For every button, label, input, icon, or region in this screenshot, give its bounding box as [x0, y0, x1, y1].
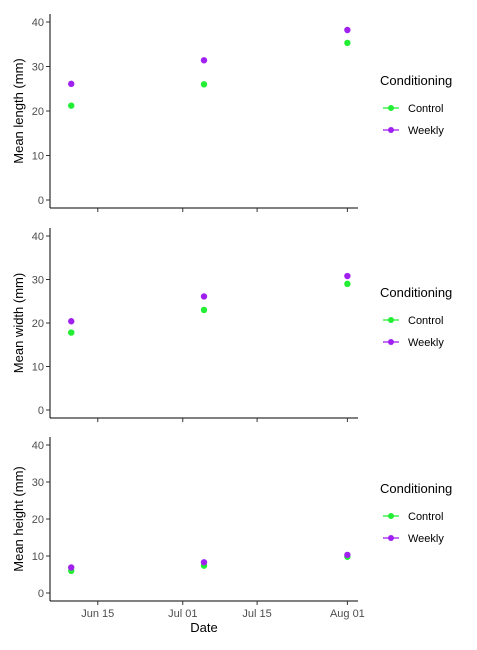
legend-label-control: Control — [408, 315, 443, 327]
chart-panel-3: 0 10 20 30 40 Jun 15 Jul 01 Jul 15 Aug 01 Mean he… — [11, 437, 452, 635]
y-tick-label: 10 — [32, 362, 44, 374]
y-tick-label: 20 — [32, 318, 44, 330]
data-point-weekly — [344, 551, 351, 559]
y-tick-label: 20 — [32, 106, 44, 118]
x-axis-title: Date — [190, 620, 217, 635]
legend-label-weekly: Weekly — [408, 337, 444, 349]
y-tick-label: 20 — [32, 514, 44, 526]
data-point-weekly — [344, 272, 351, 280]
y-axis-title: Mean width (mm) — [11, 273, 26, 373]
data-point-control — [68, 329, 75, 336]
x-tick-label: Jul 01 — [168, 608, 197, 620]
y-axis-title: Mean length (mm) — [11, 58, 26, 163]
y-tick-label: 30 — [32, 62, 44, 74]
data-point-weekly — [68, 80, 75, 88]
legend-label-weekly: Weekly — [408, 533, 444, 545]
data-point-weekly — [200, 559, 208, 566]
legend-key-point — [388, 535, 394, 541]
y-tick-label: 10 — [32, 151, 44, 163]
legend-key-point — [388, 513, 394, 519]
legend-key-point — [388, 105, 394, 111]
legend-title: Conditioning — [380, 73, 452, 88]
legend-label-control: Control — [408, 103, 443, 115]
legend-title: Conditioning — [380, 285, 452, 300]
legend-key-point — [388, 127, 394, 133]
data-point-control — [68, 102, 75, 109]
chart-panel-1: 0 10 20 30 40 Mean length (mm) Conditioning Con… — [11, 14, 452, 212]
y-tick-label: 10 — [32, 551, 44, 563]
y-tick-label: 30 — [32, 477, 44, 489]
data-point-control — [344, 39, 351, 47]
data-point-weekly — [68, 318, 75, 325]
y-tick-label: 0 — [38, 588, 44, 600]
legend-key-weekly — [383, 339, 399, 345]
data-point-control — [344, 280, 351, 288]
legend-key-point — [388, 317, 394, 323]
data-point-control — [200, 81, 208, 88]
data-point-weekly — [68, 564, 75, 571]
data-point-weekly — [344, 26, 351, 34]
data-point-weekly — [200, 293, 208, 300]
y-tick-label: 40 — [32, 17, 44, 29]
x-tick-label: Jun 15 — [81, 608, 114, 620]
legend-label-control: Control — [408, 511, 443, 523]
y-tick-label: 40 — [32, 231, 44, 243]
y-tick-label: 0 — [38, 195, 44, 207]
legend-label-weekly: Weekly — [408, 125, 444, 137]
y-tick-label: 0 — [38, 405, 44, 417]
legend-key-control — [383, 105, 399, 111]
x-tick-label: Jul 15 — [242, 608, 271, 620]
legend-title: Conditioning — [380, 481, 452, 496]
legend-key-control — [383, 513, 399, 519]
chart-panel-2: 0 10 20 30 40 Mean width (mm) Conditioning Cont… — [11, 228, 452, 422]
y-axis-title: Mean height (mm) — [11, 466, 26, 571]
x-tick-label: Aug 01 — [330, 608, 365, 620]
legend-key-point — [388, 339, 394, 345]
legend-key-control — [383, 317, 399, 323]
y-tick-label: 30 — [32, 275, 44, 287]
data-point-control — [200, 306, 208, 314]
legend-key-weekly — [383, 535, 399, 541]
data-point-weekly — [200, 57, 208, 64]
y-tick-label: 40 — [32, 440, 44, 452]
legend-key-weekly — [383, 127, 399, 133]
